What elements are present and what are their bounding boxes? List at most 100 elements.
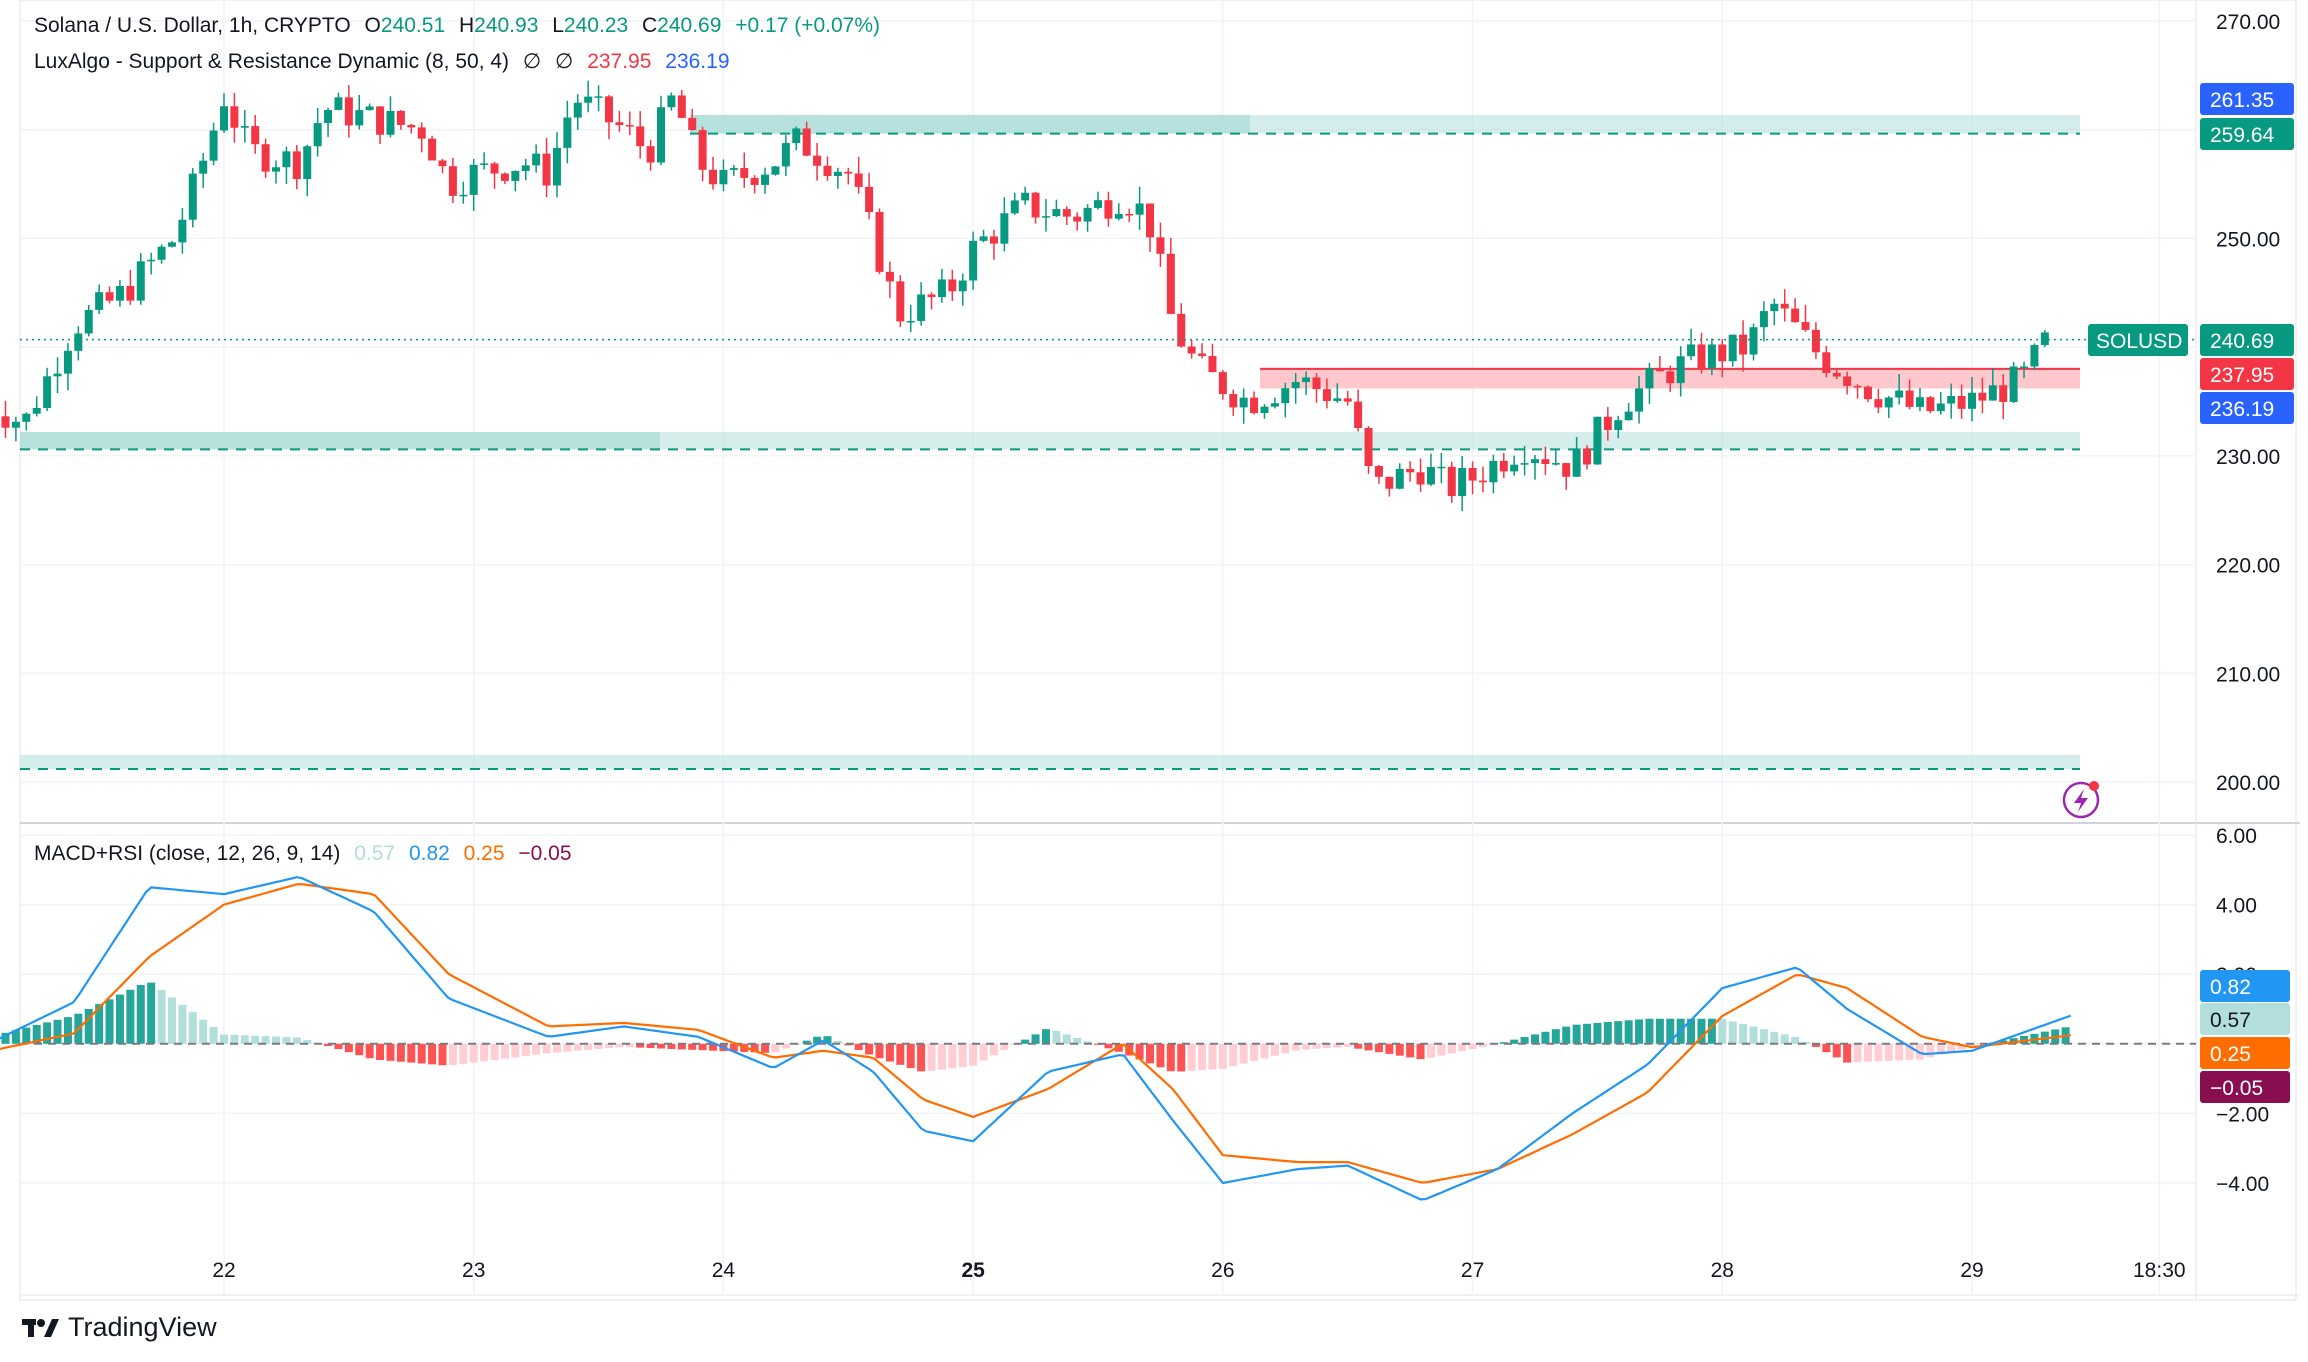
macd-histogram-bar (1551, 1029, 1560, 1044)
candle-body (604, 96, 613, 123)
candle-body (917, 294, 926, 321)
macd-histogram-bar (1395, 1043, 1404, 1056)
time-axis-label: 27 (1461, 1259, 1484, 1282)
candle-body (937, 279, 946, 298)
macd-histogram-bar (1322, 1043, 1331, 1049)
candle-body (1489, 460, 1498, 483)
macd-histogram-bar (1146, 1043, 1155, 1064)
candle-body (1926, 397, 1935, 412)
candle-body (1146, 203, 1155, 238)
candle-body (1322, 389, 1331, 401)
price-badge-label: 237.95 (2210, 364, 2274, 387)
candle-body (1739, 334, 1748, 355)
macd-signal-value: 0.25 (463, 842, 505, 865)
macd-badge-label: −0.05 (2210, 1077, 2263, 1100)
macd-badge (2200, 1037, 2290, 1069)
macd-histogram-bar (937, 1043, 946, 1070)
macd-histogram-bar (1531, 1034, 1539, 1044)
macd-histogram-bar (1302, 1043, 1311, 1050)
candle-body (2009, 366, 2018, 402)
candle-body (500, 173, 509, 181)
macd-histogram-bar (1884, 1043, 1893, 1061)
macd-histogram-bar (1031, 1034, 1040, 1044)
lightning-icon-bolt (2074, 789, 2088, 812)
candle-body (438, 160, 447, 167)
candle-body (1281, 388, 1290, 404)
candle-body (1385, 476, 1394, 489)
candle-body (74, 333, 83, 351)
candle-body (594, 96, 603, 98)
macd-histogram-bar (1104, 1043, 1113, 1049)
macd-histogram-bar (823, 1036, 832, 1044)
macd-histogram-bar (43, 1022, 52, 1044)
macd-histogram-bar (1156, 1043, 1165, 1068)
macd-histogram-bar (1936, 1043, 1945, 1055)
macd-histogram-bar (1707, 1018, 1716, 1044)
macd-histogram-bar (1312, 1043, 1321, 1049)
macd-histogram-bar (1343, 1043, 1352, 1047)
candle-body (688, 117, 697, 131)
close-label: C (641, 14, 658, 37)
candle-body (1541, 459, 1550, 464)
candle-body (105, 292, 114, 301)
candle-body (167, 242, 176, 247)
candle-body (251, 126, 260, 145)
macd-histogram-bar (1468, 1043, 1477, 1050)
candle-body (1603, 416, 1612, 431)
macd-histogram-bar (833, 1040, 842, 1044)
candle-body (1999, 385, 2008, 402)
macd-histogram-bar (1603, 1022, 1612, 1044)
macd-histogram-bar (969, 1043, 978, 1066)
macd-histogram-bar (1083, 1041, 1092, 1044)
candle-body (1021, 192, 1030, 201)
candle-body (480, 163, 489, 165)
candle-body (1822, 352, 1831, 373)
macd-histogram-bar (625, 1043, 634, 1048)
macd-histogram-bar (32, 1025, 41, 1044)
macd-histogram-bar (157, 990, 166, 1044)
candle-body (1905, 390, 1914, 407)
candle-body (1114, 214, 1123, 219)
candle-body (657, 107, 665, 163)
candle-body (1291, 382, 1300, 389)
macd-histogram-bar (1021, 1039, 1030, 1044)
indicator-legend[interactable]: LuxAlgo - Support & Resistance Dynamic (… (34, 49, 738, 74)
candle-body (2030, 345, 2039, 367)
macd-histogram-bar (355, 1043, 364, 1056)
macd-histogram-bar (386, 1043, 395, 1061)
indicator-name: LuxAlgo - Support & Resistance Dynamic (… (34, 50, 510, 73)
macd-histogram-bar (1697, 1018, 1706, 1044)
macd-histogram-bar (885, 1043, 894, 1062)
candle-body (1957, 395, 1966, 409)
candle-body (958, 280, 967, 292)
candle-body (792, 128, 801, 144)
candle-body (1104, 200, 1113, 219)
candle-body (802, 128, 811, 156)
macd-histogram-bar (240, 1035, 249, 1044)
candle-body (865, 186, 874, 213)
candle-body (1468, 468, 1477, 481)
symbol-badge (2088, 324, 2188, 356)
macd-histogram-bar (1863, 1043, 1872, 1062)
candle-body (1874, 399, 1883, 408)
candle-body (1863, 386, 1872, 400)
macd-histogram-bar (1614, 1021, 1623, 1044)
macd-histogram-bar (552, 1043, 561, 1053)
candle-body (1936, 403, 1945, 412)
macd-histogram-bar (1853, 1043, 1862, 1063)
macd-badge-label: 0.57 (2210, 1009, 2251, 1032)
macd-histogram-bar (1562, 1026, 1571, 1044)
candle-body (969, 240, 978, 281)
candle-body (698, 130, 707, 170)
macd-legend[interactable]: MACD+RSI (close, 12, 26, 9, 14) 0.57 0.8… (34, 842, 580, 866)
candle-body (1635, 388, 1644, 412)
macd-histogram-bar (1052, 1030, 1061, 1044)
price-tick-label: 230.00 (2216, 446, 2280, 469)
macd-histogram-bar (1947, 1043, 1956, 1053)
macd-histogram-bar (11, 1030, 20, 1044)
chart-frame (19, 0, 2297, 1301)
time-axis-label: 29 (1960, 1259, 1983, 1282)
tradingview-logo[interactable]: TradingView (22, 1312, 217, 1343)
macd-histogram-bar (1177, 1043, 1186, 1072)
